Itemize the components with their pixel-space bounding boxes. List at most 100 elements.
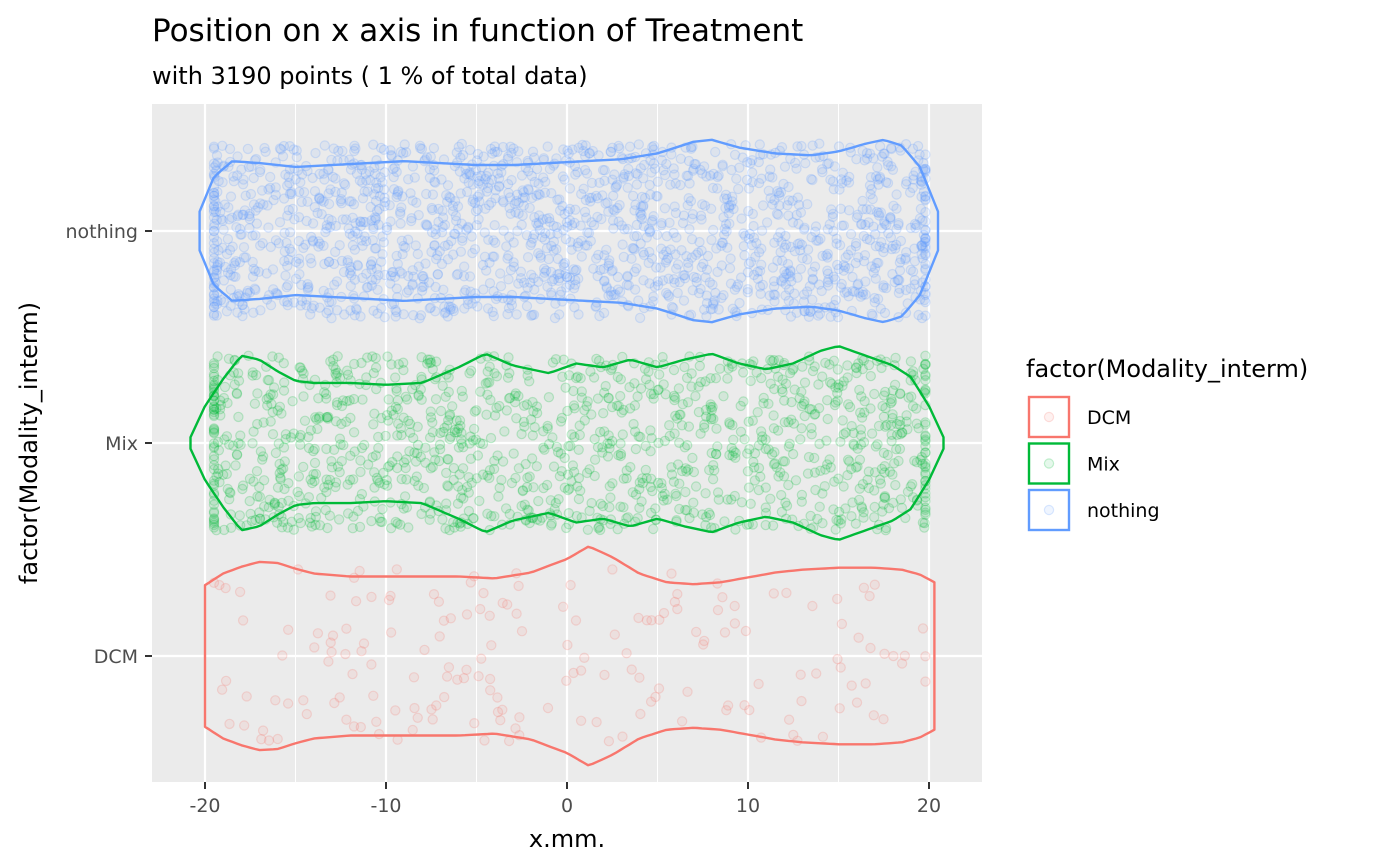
point-Mix <box>465 431 476 442</box>
point-Mix <box>851 362 862 374</box>
point-nothing <box>793 199 805 211</box>
point-Mix <box>909 455 920 466</box>
point-nothing <box>511 195 522 207</box>
point-nothing <box>347 240 359 251</box>
point-Mix <box>273 501 284 513</box>
point-Mix <box>371 383 382 395</box>
point-nothing <box>307 172 318 184</box>
point-Mix <box>700 376 711 387</box>
point-nothing <box>326 313 337 324</box>
point-nothing <box>691 272 702 284</box>
point-nothing <box>330 220 341 232</box>
point-Mix <box>443 372 454 383</box>
point-nothing <box>512 189 523 200</box>
point-nothing <box>389 162 400 173</box>
point-nothing <box>474 189 485 200</box>
point-nothing <box>524 202 535 214</box>
point-Mix <box>722 494 733 505</box>
point-DCM <box>503 735 515 747</box>
point-Mix <box>813 379 824 390</box>
point-Mix <box>234 510 245 521</box>
point-DCM <box>817 731 829 743</box>
point-nothing <box>594 310 605 322</box>
point-Mix <box>348 393 360 405</box>
point-nothing <box>391 283 402 294</box>
point-nothing <box>343 223 354 234</box>
point-DCM <box>575 665 587 676</box>
point-Mix <box>773 355 784 366</box>
point-nothing <box>847 286 858 297</box>
point-DCM <box>682 686 693 698</box>
point-Mix <box>632 513 643 524</box>
point-nothing <box>623 170 635 182</box>
point-Mix <box>806 429 817 440</box>
point-nothing <box>836 174 847 185</box>
point-Mix <box>905 481 917 492</box>
point-Mix <box>588 372 600 383</box>
point-nothing <box>717 159 728 170</box>
point-Mix <box>444 410 455 422</box>
point-Mix <box>292 486 303 498</box>
point-Mix <box>269 498 281 509</box>
point-Mix <box>543 438 555 450</box>
point-nothing <box>644 278 655 289</box>
point-nothing <box>757 200 769 211</box>
point-nothing <box>473 214 484 225</box>
point-nothing <box>421 188 432 200</box>
point-Mix <box>208 442 220 453</box>
point-Mix <box>769 458 781 469</box>
point-Mix <box>392 518 403 529</box>
point-Mix <box>656 482 668 494</box>
point-nothing <box>742 267 754 278</box>
point-nothing <box>694 236 705 248</box>
point-Mix <box>404 418 416 430</box>
legend-title: factor(Modality_interm) <box>1026 355 1308 383</box>
point-nothing <box>229 260 241 271</box>
point-nothing <box>433 216 444 228</box>
point-Mix <box>373 431 384 443</box>
point-Mix <box>645 388 657 400</box>
point-Mix <box>431 356 442 367</box>
point-nothing <box>344 228 356 239</box>
point-nothing <box>576 251 588 262</box>
point-Mix <box>310 468 322 480</box>
point-Mix <box>766 449 778 460</box>
point-nothing <box>822 252 833 263</box>
point-nothing <box>857 286 869 298</box>
point-Mix <box>796 400 808 412</box>
point-Mix <box>528 482 539 493</box>
point-Mix <box>208 478 220 489</box>
point-Mix <box>600 380 611 392</box>
point-Mix <box>295 517 306 529</box>
point-DCM <box>542 702 554 714</box>
point-Mix <box>328 354 339 365</box>
point-Mix <box>853 358 864 369</box>
point-nothing <box>452 201 464 212</box>
point-nothing <box>418 271 429 282</box>
point-nothing <box>917 240 928 251</box>
point-nothing <box>821 250 832 261</box>
point-Mix <box>887 409 898 420</box>
point-nothing <box>713 170 724 181</box>
point-DCM <box>497 597 508 609</box>
point-Mix <box>682 440 693 451</box>
point-nothing <box>513 146 524 157</box>
point-Mix <box>877 400 888 412</box>
point-nothing <box>595 264 606 276</box>
point-Mix <box>208 401 220 412</box>
point-Mix <box>404 446 415 457</box>
point-nothing <box>538 271 550 282</box>
point-nothing <box>208 232 220 243</box>
point-nothing <box>208 204 220 215</box>
point-nothing <box>792 238 804 250</box>
point-Mix <box>328 444 340 455</box>
point-nothing <box>357 193 369 204</box>
point-Mix <box>669 428 680 439</box>
point-nothing <box>649 281 661 292</box>
point-nothing <box>214 257 226 268</box>
point-Mix <box>833 515 844 527</box>
point-DCM <box>484 673 496 685</box>
point-nothing <box>424 172 436 183</box>
point-Mix <box>833 382 844 393</box>
point-nothing <box>755 288 766 299</box>
